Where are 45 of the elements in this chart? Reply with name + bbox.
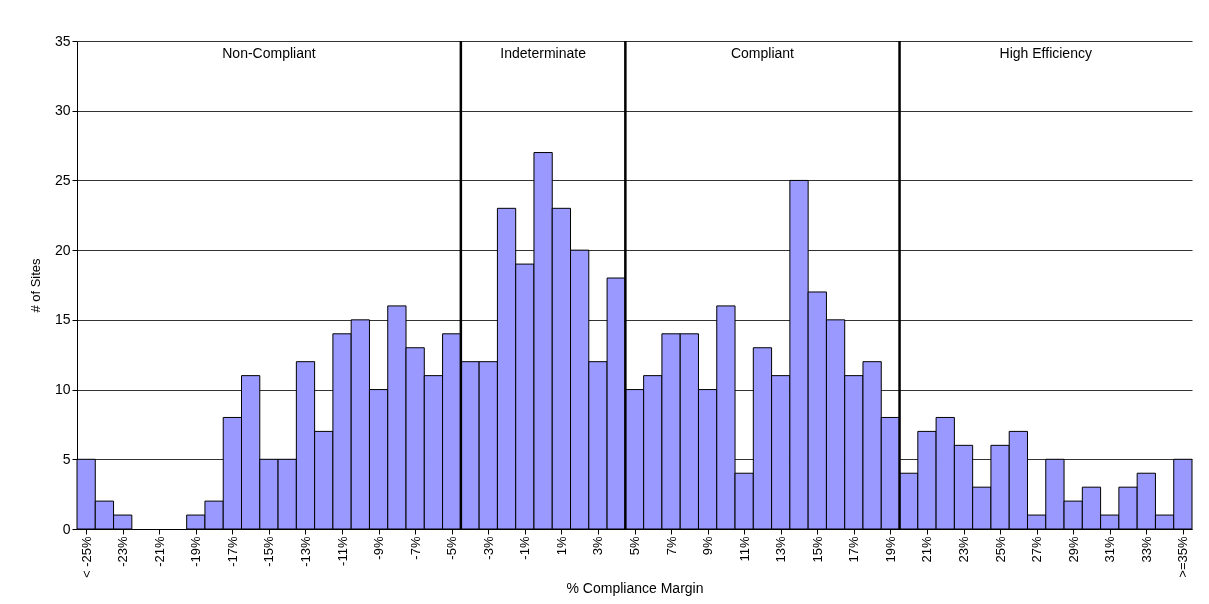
annotation: Non-Compliant	[222, 45, 316, 61]
x-tick-label: -5%	[444, 536, 460, 560]
x-tick-label: 1%	[553, 536, 569, 556]
x-tick-label: 13%	[773, 536, 789, 563]
x-tick-label: 11%	[736, 536, 752, 562]
y-tick-label: 10	[54, 381, 71, 398]
x-tick-label: -23%	[115, 536, 131, 567]
x-tick-label: 15%	[809, 536, 825, 563]
x-tick-label: 27%	[1029, 536, 1045, 563]
annotation: Compliant	[730, 45, 795, 61]
x-tick-label: 17%	[846, 536, 862, 563]
x-axis-title: % Compliance Margin	[566, 580, 704, 597]
x-tick-label: 5%	[627, 536, 642, 556]
x-tick-label: -7%	[407, 536, 423, 560]
x-tick-label: < -25%	[78, 536, 94, 579]
x-tick-label: -3%	[480, 536, 496, 560]
x-tick-label: 9%	[700, 536, 716, 556]
x-tick-label: 29%	[1065, 536, 1081, 563]
x-tick-label: -1%	[517, 536, 533, 560]
y-tick-label: 35	[54, 32, 71, 49]
x-tick-label: 33%	[1138, 536, 1154, 563]
y-axis-title: # of Sites	[27, 257, 43, 313]
y-tick-label: 5	[62, 450, 71, 467]
x-tick-label: -9%	[371, 536, 387, 560]
x-tick-label: -21%	[151, 536, 167, 567]
x-tick-label: >=35%	[1175, 536, 1191, 578]
x-tick-label: 25%	[992, 536, 1008, 563]
y-tick-label: 25	[54, 171, 71, 188]
x-tick-label: -13%	[297, 536, 313, 567]
x-tick-label: -15%	[261, 536, 277, 567]
x-tick-label: 23%	[956, 536, 972, 563]
x-tick-label: -19%	[188, 536, 204, 567]
x-tick-label: 21%	[919, 536, 935, 563]
x-tick-label: -11%	[334, 536, 350, 566]
x-tick-label: 7%	[663, 536, 679, 556]
x-tick-label: 3%	[590, 536, 606, 556]
annotation: High Efficiency	[999, 45, 1092, 61]
y-tick-label: 30	[54, 102, 71, 119]
x-tick-label: 31%	[1102, 536, 1118, 563]
annotation: Indeterminate	[500, 45, 587, 61]
x-tick-label: 19%	[882, 536, 898, 563]
y-tick-label: 15	[54, 311, 71, 328]
y-tick-label: 20	[54, 241, 71, 258]
x-tick-label: -17%	[224, 536, 240, 567]
y-tick-label: 0	[62, 520, 71, 537]
